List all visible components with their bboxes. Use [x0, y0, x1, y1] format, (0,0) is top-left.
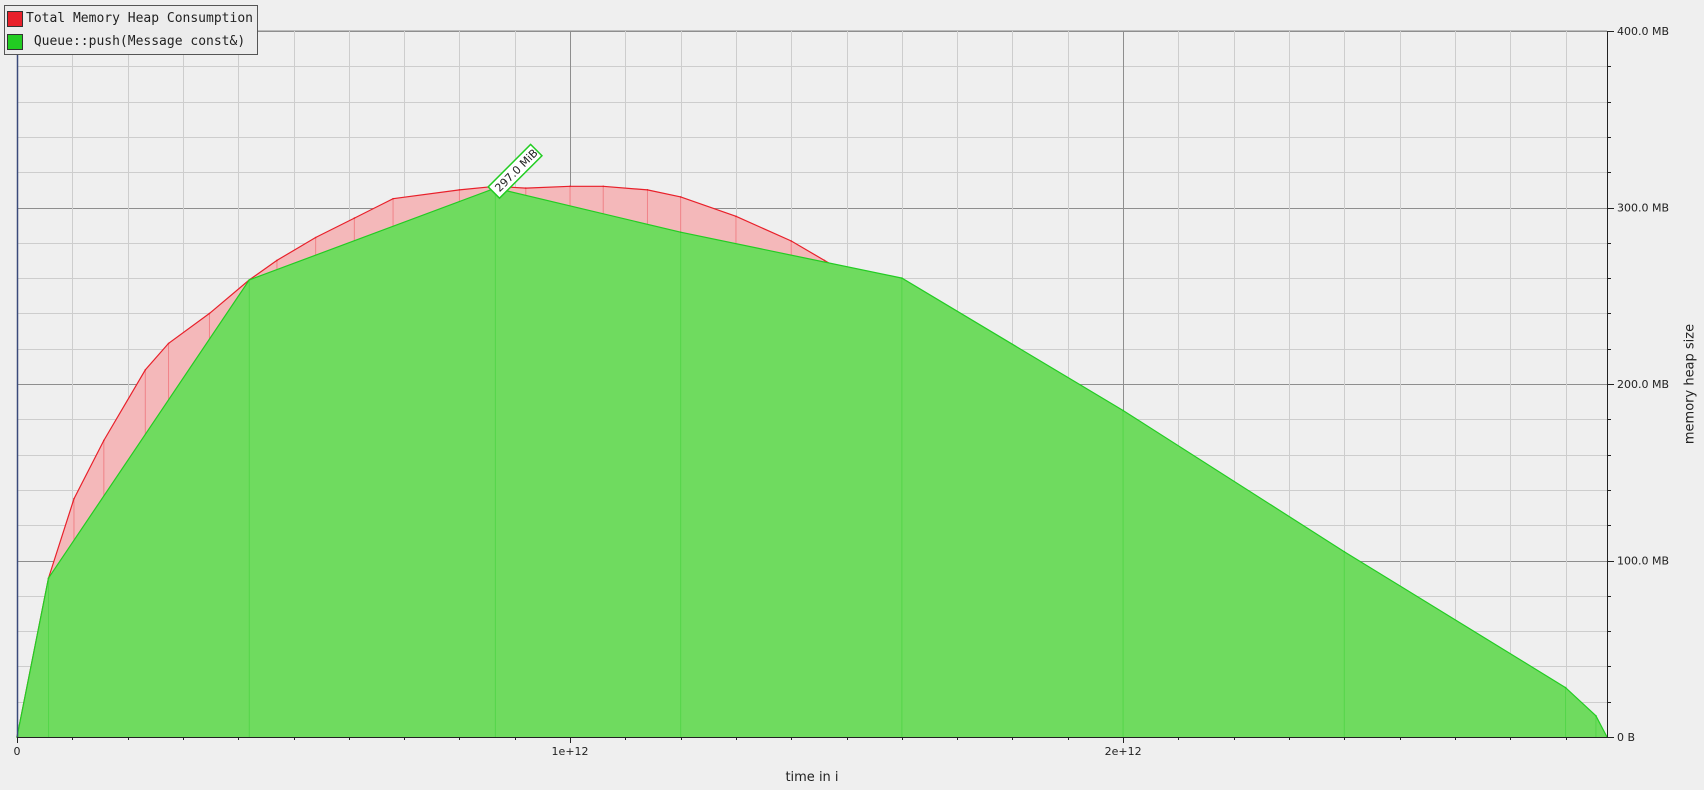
- y-tick-label: 100.0 MB: [1617, 555, 1669, 568]
- y-tick-label: 200.0 MB: [1617, 378, 1669, 391]
- data-point-0: [103, 439, 105, 442]
- data-point-1: [248, 279, 251, 281]
- data-point-1: [679, 231, 682, 234]
- data-point-0: [167, 342, 170, 345]
- data-point-1: [901, 277, 903, 279]
- data-point-1: [1122, 409, 1124, 412]
- data-point-0: [208, 312, 211, 315]
- data-point-1: [1595, 715, 1597, 717]
- data-point-0: [392, 197, 394, 200]
- peak-annotation-box: [487, 143, 543, 200]
- data-point-0: [790, 240, 793, 242]
- y-tick-label: 400.0 MB: [1617, 25, 1669, 38]
- series-area-1: [17, 188, 1607, 738]
- data-point-0: [353, 217, 356, 219]
- data-point-0: [569, 185, 571, 188]
- data-point-0: [73, 497, 75, 500]
- data-point-1: [1564, 686, 1567, 689]
- data-point-1: [47, 577, 50, 579]
- x-tick-label: 1e+12: [552, 745, 589, 758]
- y-axis-title: memory heap size: [1682, 323, 1698, 445]
- legend-swatch-total: [7, 10, 23, 27]
- legend-label-total: Total Memory Heap Consumption: [26, 11, 253, 26]
- x-tick-label: 0: [14, 745, 21, 758]
- data-point-0: [646, 189, 649, 191]
- data-point-0: [735, 215, 737, 218]
- legend: Total Memory Heap Consumption Queue::pus…: [4, 5, 258, 55]
- legend-label-queue-push: Queue::push(Message const&): [33, 34, 246, 49]
- data-point-0: [679, 196, 682, 198]
- legend-item-queue-push[interactable]: Queue::push(Message const&): [7, 30, 253, 53]
- data-point-1: [1343, 550, 1346, 553]
- data-point-0: [823, 259, 826, 262]
- data-point-0: [458, 189, 461, 191]
- data-point-0: [144, 369, 147, 371]
- data-point-0: [525, 187, 527, 189]
- x-tick-label: 2e+12: [1105, 745, 1142, 758]
- legend-swatch-queue-push: [7, 33, 23, 50]
- data-point-0: [602, 185, 605, 188]
- y-tick-label: 0 B: [1617, 731, 1635, 744]
- x-axis-title: time in i: [785, 770, 839, 785]
- y-tick-label: 300.0 MB: [1617, 202, 1669, 215]
- data-point-0: [314, 236, 317, 239]
- axes: 0 1e+12 2e+12 0 B 100.0 MB 200.0 MB 300.0 MB 40…: [14, 25, 1670, 758]
- series-layer: [16, 185, 1608, 738]
- data-point-0: [276, 259, 278, 262]
- legend-item-total[interactable]: Total Memory Heap Consumption: [7, 7, 253, 30]
